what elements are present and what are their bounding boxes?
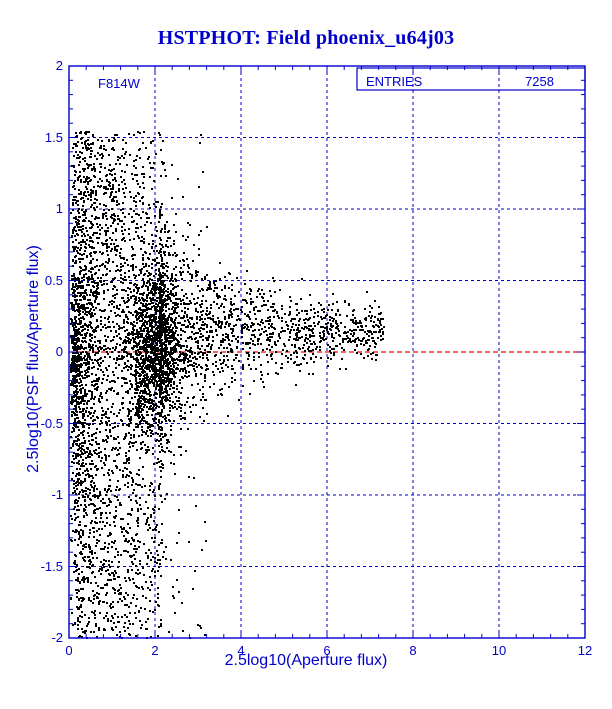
y-tick-label: -1 bbox=[51, 487, 63, 502]
y-tick-label: 0.5 bbox=[44, 272, 63, 288]
x-tick-label: 12 bbox=[577, 643, 593, 658]
x-tick-label: 10 bbox=[491, 643, 507, 658]
y-tick-label: 0 bbox=[55, 344, 63, 359]
data-points bbox=[70, 131, 385, 639]
stats-entries-label: ENTRIES bbox=[366, 74, 423, 89]
y-tick-label: -2 bbox=[51, 630, 63, 645]
filter-label: F814W bbox=[98, 76, 140, 91]
x-tick-label: 8 bbox=[409, 643, 417, 658]
stats-box-frame bbox=[356, 67, 586, 91]
y-tick-label: -1.5 bbox=[40, 558, 63, 574]
axis-ticks bbox=[68, 65, 586, 639]
x-tick-label: 0 bbox=[65, 643, 73, 658]
x-tick-label: 6 bbox=[323, 643, 331, 658]
x-tick-label: 2 bbox=[151, 643, 159, 658]
y-tick-label: 1 bbox=[55, 201, 63, 216]
y-tick-label: 1.5 bbox=[44, 129, 63, 145]
x-tick-label: 4 bbox=[237, 643, 245, 658]
y-tick-label: 2 bbox=[55, 58, 63, 73]
stats-entries-value: 7258 bbox=[525, 74, 554, 89]
x-axis-title: 2.5log10(Aperture flux) bbox=[224, 652, 388, 669]
y-tick-label: -0.5 bbox=[40, 415, 63, 431]
page-title: HSTPHOT: Field phoenix_u64j03 bbox=[157, 27, 455, 49]
